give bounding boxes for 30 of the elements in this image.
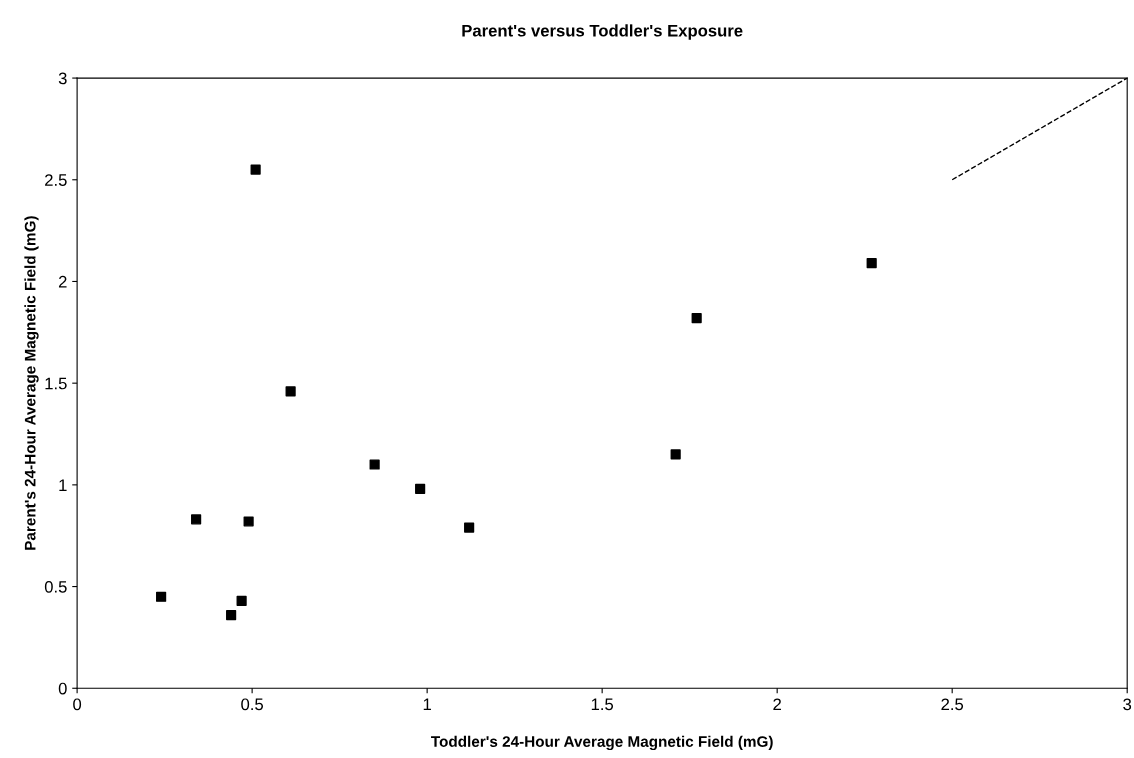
- y-tick-label: 3: [58, 72, 67, 85]
- chart-title: Parent's versus Toddler's Exposure: [462, 24, 743, 40]
- x-tick-label: 1.5: [591, 698, 614, 711]
- x-tick-label: 1: [423, 698, 431, 711]
- y-tick-label: 0.5: [44, 580, 67, 593]
- y-tick-label: 1: [59, 479, 67, 491]
- y-tick-label: 2.5: [45, 174, 67, 186]
- point: [691, 312, 702, 324]
- y-tick-label: 0: [58, 682, 67, 695]
- x-tick-label: 0: [73, 698, 82, 711]
- y-tick-label: 2: [58, 275, 67, 288]
- point: [369, 459, 380, 470]
- point: [236, 595, 247, 606]
- point: [285, 386, 296, 397]
- x-tick-label: 3: [1123, 698, 1132, 711]
- y-axis-title: Parent's 24-Hour Average Magnetic Field (mG): [24, 216, 39, 550]
- point: [156, 591, 167, 602]
- x-tick-label: 2.5: [941, 698, 964, 711]
- point: [464, 522, 475, 533]
- point: [226, 609, 237, 621]
- point: [250, 164, 261, 175]
- point: [243, 516, 254, 527]
- point: [415, 483, 426, 495]
- y-tick-label: 1.5: [45, 377, 67, 390]
- x-axis-title: Toddler's 24-Hour Average Magnetic Field (mG): [431, 735, 773, 751]
- point: [866, 258, 877, 269]
- point: [191, 514, 202, 525]
- point: [670, 449, 681, 460]
- x-tick-label: 2: [773, 698, 781, 711]
- x-tick-label: 0.5: [241, 698, 264, 711]
